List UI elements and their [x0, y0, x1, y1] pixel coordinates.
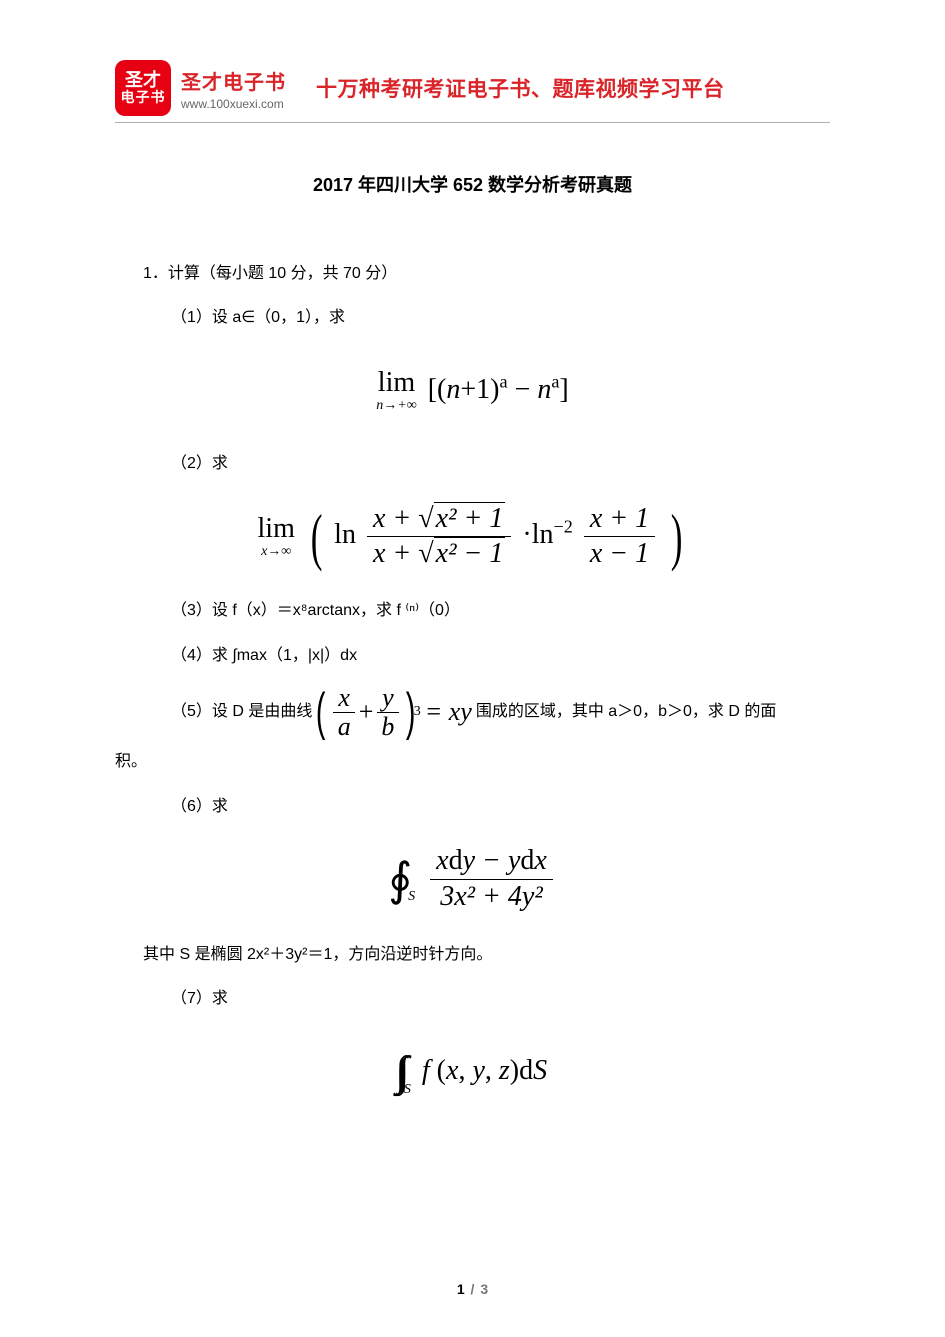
f2-frac1: x + x² + 1 x + x² − 1	[367, 504, 511, 571]
lim-text-2: lim	[258, 515, 295, 543]
q1-1-label: （1）设 a∈（0，1），求	[115, 299, 830, 337]
f2-num1-a: x +	[373, 503, 418, 534]
formula-7: ∫∫S f (x, y, z)dS	[115, 1037, 830, 1107]
f2-den1-a: x +	[373, 538, 418, 569]
q1-5-line: （5）设 D 是由曲线 ( x a + y b ) 3 = xy 围成的区域，其…	[115, 681, 830, 743]
q1-heading: 1．计算（每小题 10 分，共 70 分）	[115, 255, 830, 293]
lim-block: lim n→+∞	[376, 369, 416, 413]
q1-4-label: （4）求 ∫max（1，|x|）dx	[115, 637, 830, 675]
q1-5-suffix: 围成的区域，其中 a＞0，b＞0，求 D 的面	[476, 693, 777, 731]
sqrt-1: x² + 1	[418, 504, 505, 535]
q5-xa-den: a	[333, 713, 356, 740]
f2-num2: x + 1	[584, 504, 655, 538]
f6-frac: xdy − ydx 3x² + 4y²	[430, 846, 553, 913]
f1-close: ]	[559, 374, 568, 405]
brand-logo: 圣才 电子书	[115, 60, 171, 116]
q1-2-label: （2）求	[115, 445, 830, 483]
f2-den1: x + x² − 1	[367, 537, 511, 570]
f1-n: n	[446, 374, 460, 405]
f2-ln: ln	[334, 519, 356, 550]
formula-6: ∮S xdy − ydx 3x² + 4y²	[115, 844, 830, 914]
f2-frac2: x + 1 x − 1	[584, 504, 655, 571]
q1-5-prefix: （5）设 D 是由曲线	[171, 693, 312, 731]
q5-frac-yb: y b	[376, 685, 399, 740]
q5-yb-den: b	[376, 713, 399, 740]
f1-minus: −	[508, 374, 538, 405]
q1-5-tail: 积。	[115, 743, 830, 781]
rad-1: x² + 1	[434, 502, 506, 534]
f1-open: [(	[428, 374, 447, 405]
f7-sub: S	[404, 1082, 411, 1097]
f1-a1: a	[499, 371, 507, 391]
rad-2: x² − 1	[434, 537, 506, 569]
q5-eq-sign: =	[425, 697, 449, 726]
formula-2: lim x→∞ ( ln x + x² + 1 x + x² − 1 ·ln−2…	[115, 501, 830, 570]
f2-den2: x − 1	[584, 537, 655, 570]
document-title: 2017 年四川大学 652 数学分析考研真题	[115, 171, 830, 197]
q1-6-label: （6）求	[115, 788, 830, 826]
page-total: 3	[480, 1281, 488, 1297]
q5-xa-num: x	[333, 685, 355, 713]
brand-url: www.100xuexi.com	[181, 97, 286, 111]
q1-7-label: （7）求	[115, 980, 830, 1018]
q5-plus: +	[359, 681, 374, 743]
logo-text-line2: 电子书	[121, 90, 166, 105]
q5-xy: xy	[449, 697, 472, 726]
f2-exp: −2	[553, 517, 572, 537]
lim-sub-2: x→∞	[261, 545, 291, 559]
lim-block-2: lim x→∞	[258, 515, 295, 559]
brand-title: 圣才电子书	[181, 66, 286, 95]
logo-text-line1: 圣才	[125, 71, 161, 90]
q5-eq: = xy	[425, 681, 472, 743]
page-header: 圣才 电子书 圣才电子书 www.100xuexi.com 十万种考研考证电子书…	[115, 60, 830, 123]
f2-mid: ·ln	[522, 519, 553, 550]
page-container: 圣才 电子书 圣才电子书 www.100xuexi.com 十万种考研考证电子书…	[0, 0, 945, 1168]
banner-text: 十万种考研考证电子书、题库视频学习平台	[316, 73, 725, 103]
page-footer: 1 / 3	[0, 1281, 945, 1297]
f1-n2: n	[537, 374, 551, 405]
f2-num1: x + x² + 1	[367, 504, 511, 538]
q1-3-label: （3）设 f（x）＝x⁸arctanx，求 f ⁽ⁿ⁾（0）	[115, 592, 830, 630]
lim-sub: n→+∞	[376, 399, 416, 413]
f6-num: xdy − ydx	[430, 846, 553, 880]
document-body: 1．计算（每小题 10 分，共 70 分） （1）设 a∈（0，1），求 lim…	[115, 255, 830, 1106]
q5-frac-xa: x a	[333, 685, 356, 740]
f6-den: 3x² + 4y²	[434, 880, 549, 913]
f1-plus1: +1)	[460, 374, 499, 405]
lim-text: lim	[378, 369, 415, 397]
brand-column: 圣才电子书 www.100xuexi.com	[181, 66, 286, 111]
q5-yb-num: y	[377, 685, 399, 713]
page-current: 1	[457, 1281, 465, 1297]
f7-body: f (x, y, z)dS	[422, 1055, 547, 1086]
page-sep: /	[471, 1281, 475, 1297]
f6-sub: S	[408, 889, 415, 904]
sqrt-2: x² − 1	[418, 539, 505, 570]
q1-6-note: 其中 S 是椭圆 2x²＋3y²＝1，方向沿逆时针方向。	[115, 936, 830, 974]
formula-1: lim n→+∞ [(n+1)a − na]	[115, 356, 830, 423]
